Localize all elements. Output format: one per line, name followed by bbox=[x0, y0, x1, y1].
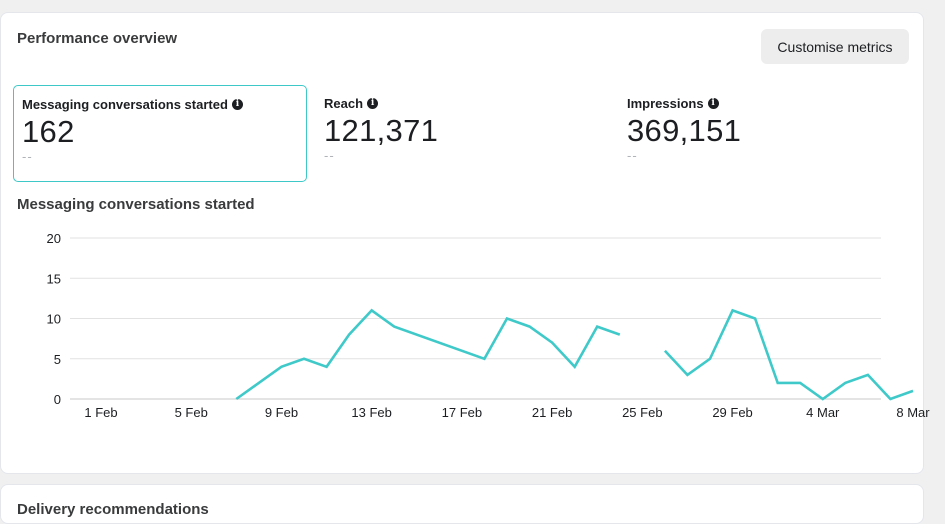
metric-tile-reach[interactable]: Reach i 121,371 -- bbox=[316, 85, 610, 182]
metric-label-row: Reach i bbox=[324, 95, 602, 111]
performance-overview-card: Performance overview Customise metrics M… bbox=[0, 12, 924, 474]
x-tick-label: 9 Feb bbox=[265, 405, 298, 420]
metric-label-row: Impressions i bbox=[627, 95, 905, 111]
y-tick-label: 10 bbox=[47, 312, 61, 327]
metric-value: 162 bbox=[22, 114, 75, 149]
x-axis-ticks: 1 Feb 5 Feb 9 Feb 13 Feb 17 Feb 21 Feb 25 Feb 2… bbox=[84, 405, 930, 420]
metric-delta: -- bbox=[324, 148, 335, 163]
x-tick-label: 29 Feb bbox=[712, 405, 752, 420]
series-line bbox=[663, 308, 914, 401]
metric-label: Reach bbox=[324, 95, 364, 111]
chart-title: Messaging conversations started bbox=[17, 196, 255, 213]
x-tick-label: 25 Feb bbox=[622, 405, 662, 420]
x-tick-label: 21 Feb bbox=[532, 405, 572, 420]
y-tick-label: 20 bbox=[47, 231, 61, 246]
y-tick-label: 15 bbox=[47, 271, 61, 286]
info-icon[interactable]: i bbox=[231, 98, 243, 110]
chart-series bbox=[235, 308, 914, 401]
metric-label-row: Messaging conversations started i bbox=[22, 96, 298, 112]
y-tick-label: 0 bbox=[54, 392, 61, 407]
chart-grid bbox=[70, 237, 881, 400]
metric-label: Messaging conversations started bbox=[22, 96, 228, 112]
x-tick-label: 13 Feb bbox=[351, 405, 391, 420]
line-chart: 0 5 10 15 20 1 Feb 5 Feb 9 Feb 13 Feb 17 Feb 21 F… bbox=[47, 231, 931, 420]
x-tick-label: 17 Feb bbox=[442, 405, 482, 420]
metric-tile-messaging-conversations[interactable]: Messaging conversations started i 162 -- bbox=[13, 85, 307, 182]
x-tick-label: 8 Mar bbox=[896, 405, 930, 420]
metric-value: 369,151 bbox=[627, 113, 742, 148]
metric-tile-impressions[interactable]: Impressions i 369,151 -- bbox=[619, 85, 913, 182]
info-icon[interactable]: i bbox=[367, 97, 379, 109]
metric-delta: -- bbox=[22, 149, 33, 164]
x-tick-label: 5 Feb bbox=[175, 405, 208, 420]
customise-metrics-button[interactable]: Customise metrics bbox=[761, 29, 909, 64]
info-icon[interactable]: i bbox=[707, 97, 719, 109]
y-tick-label: 5 bbox=[54, 352, 61, 367]
x-tick-label: 1 Feb bbox=[84, 405, 117, 420]
series-line bbox=[235, 308, 621, 401]
x-tick-label: 4 Mar bbox=[806, 405, 840, 420]
metric-value: 121,371 bbox=[324, 113, 439, 148]
metric-delta: -- bbox=[627, 148, 638, 163]
y-axis-ticks: 0 5 10 15 20 bbox=[47, 231, 61, 407]
card-title: Performance overview bbox=[17, 30, 178, 47]
metric-label: Impressions bbox=[627, 95, 704, 111]
